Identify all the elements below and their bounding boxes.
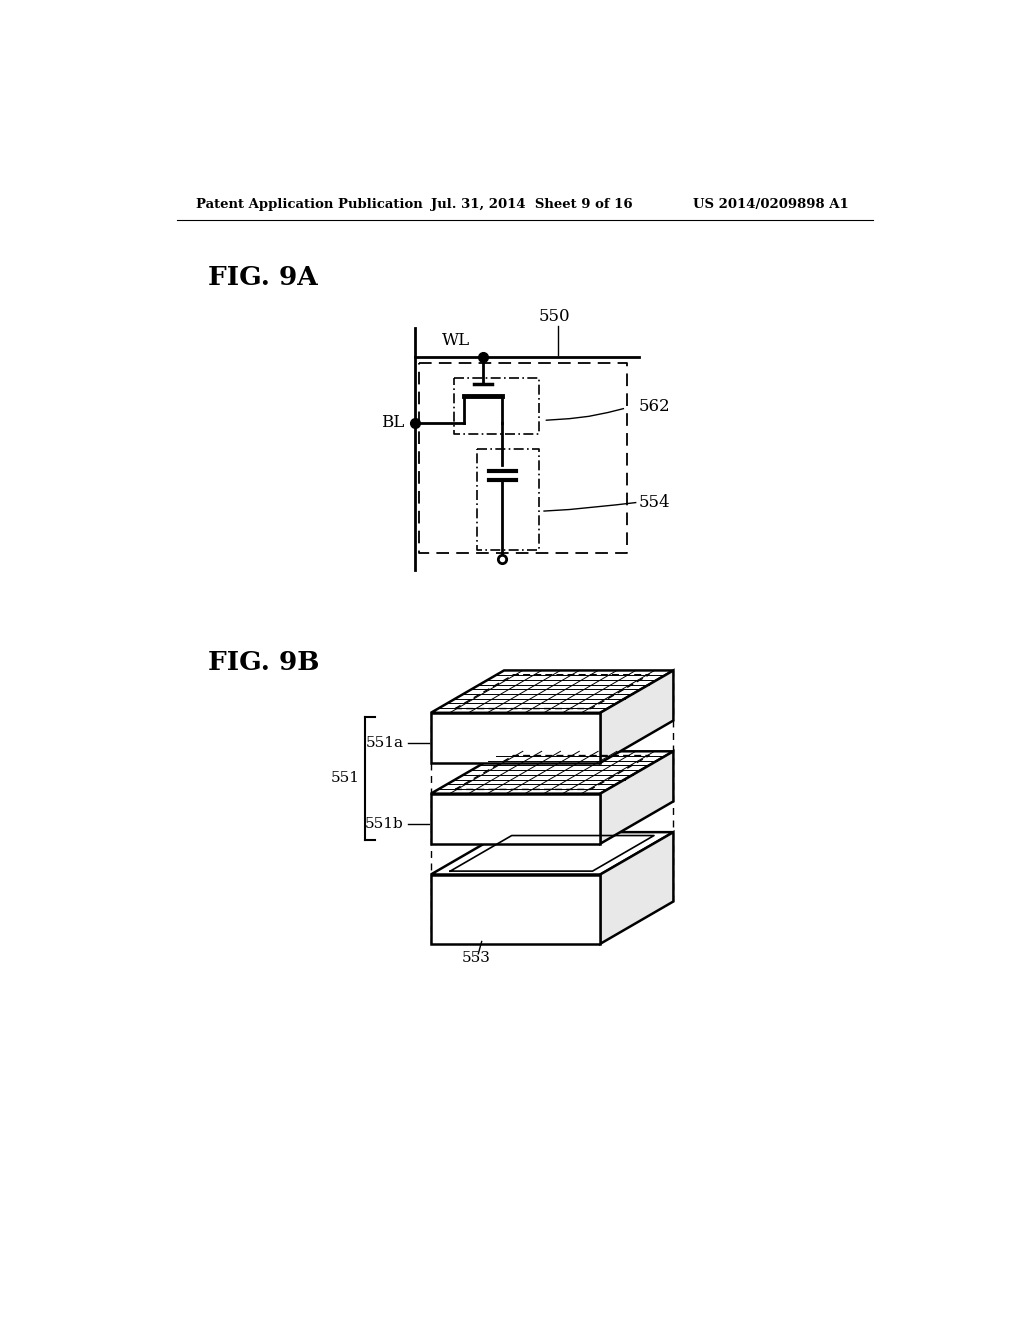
- Polygon shape: [600, 751, 674, 843]
- Text: 551b: 551b: [366, 817, 403, 830]
- Text: Patent Application Publication: Patent Application Publication: [196, 198, 423, 211]
- Polygon shape: [431, 751, 674, 793]
- Text: US 2014/0209898 A1: US 2014/0209898 A1: [692, 198, 849, 211]
- Polygon shape: [431, 671, 674, 713]
- Polygon shape: [431, 832, 674, 875]
- Text: 553: 553: [462, 950, 490, 965]
- Text: 550: 550: [539, 308, 570, 325]
- Text: FIG. 9B: FIG. 9B: [208, 651, 319, 676]
- Text: 554: 554: [639, 494, 671, 511]
- Polygon shape: [431, 713, 600, 763]
- Text: 562: 562: [639, 397, 671, 414]
- Text: 551a: 551a: [366, 735, 403, 750]
- Text: Jul. 31, 2014  Sheet 9 of 16: Jul. 31, 2014 Sheet 9 of 16: [431, 198, 633, 211]
- Polygon shape: [431, 793, 600, 843]
- Text: WL: WL: [442, 331, 471, 348]
- Text: FIG. 9A: FIG. 9A: [208, 265, 317, 290]
- Polygon shape: [431, 875, 600, 944]
- Polygon shape: [600, 832, 674, 944]
- Text: 551: 551: [331, 771, 359, 785]
- Polygon shape: [600, 671, 674, 763]
- Text: BL: BL: [381, 414, 403, 432]
